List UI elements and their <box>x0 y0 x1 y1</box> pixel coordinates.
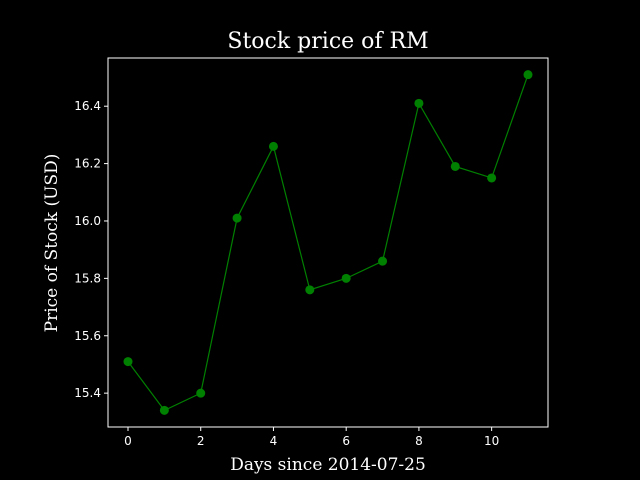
y-axis-ticks: 15.4 15.6 15.8 16.0 16.2 16.4 <box>74 99 108 400</box>
x-tick-label: 0 <box>124 434 132 448</box>
y-tick-label: 16.4 <box>74 99 101 113</box>
x-axis-label: Days since 2014-07-25 <box>230 455 426 475</box>
data-point <box>305 285 315 295</box>
x-tick-label: 10 <box>484 434 499 448</box>
x-tick-label: 6 <box>342 434 350 448</box>
data-point <box>268 141 278 151</box>
data-point <box>450 161 460 171</box>
data-point <box>159 405 169 415</box>
series-layer <box>123 70 533 415</box>
data-point <box>196 388 206 398</box>
data-point <box>487 173 497 183</box>
y-tick-label: 15.8 <box>74 271 101 285</box>
chart-title: Stock price of RM <box>227 29 428 54</box>
plot-area-frame <box>107 57 549 428</box>
series-line <box>127 74 529 412</box>
data-point <box>341 273 351 283</box>
data-point <box>414 98 424 108</box>
y-tick-label: 15.6 <box>74 329 101 343</box>
x-tick-label: 4 <box>270 434 278 448</box>
x-tick-label: 8 <box>415 434 423 448</box>
y-axis-label: Price of Stock (USD) <box>42 154 62 333</box>
data-point <box>123 357 133 367</box>
y-tick-label: 16.0 <box>74 214 101 228</box>
data-point <box>232 213 242 223</box>
data-point <box>523 70 533 80</box>
y-tick-label: 16.2 <box>74 157 101 171</box>
x-tick-label: 2 <box>197 434 205 448</box>
data-point <box>378 256 388 266</box>
x-axis-ticks: 0 2 4 6 8 10 <box>124 427 499 448</box>
y-tick-label: 15.4 <box>74 386 101 400</box>
